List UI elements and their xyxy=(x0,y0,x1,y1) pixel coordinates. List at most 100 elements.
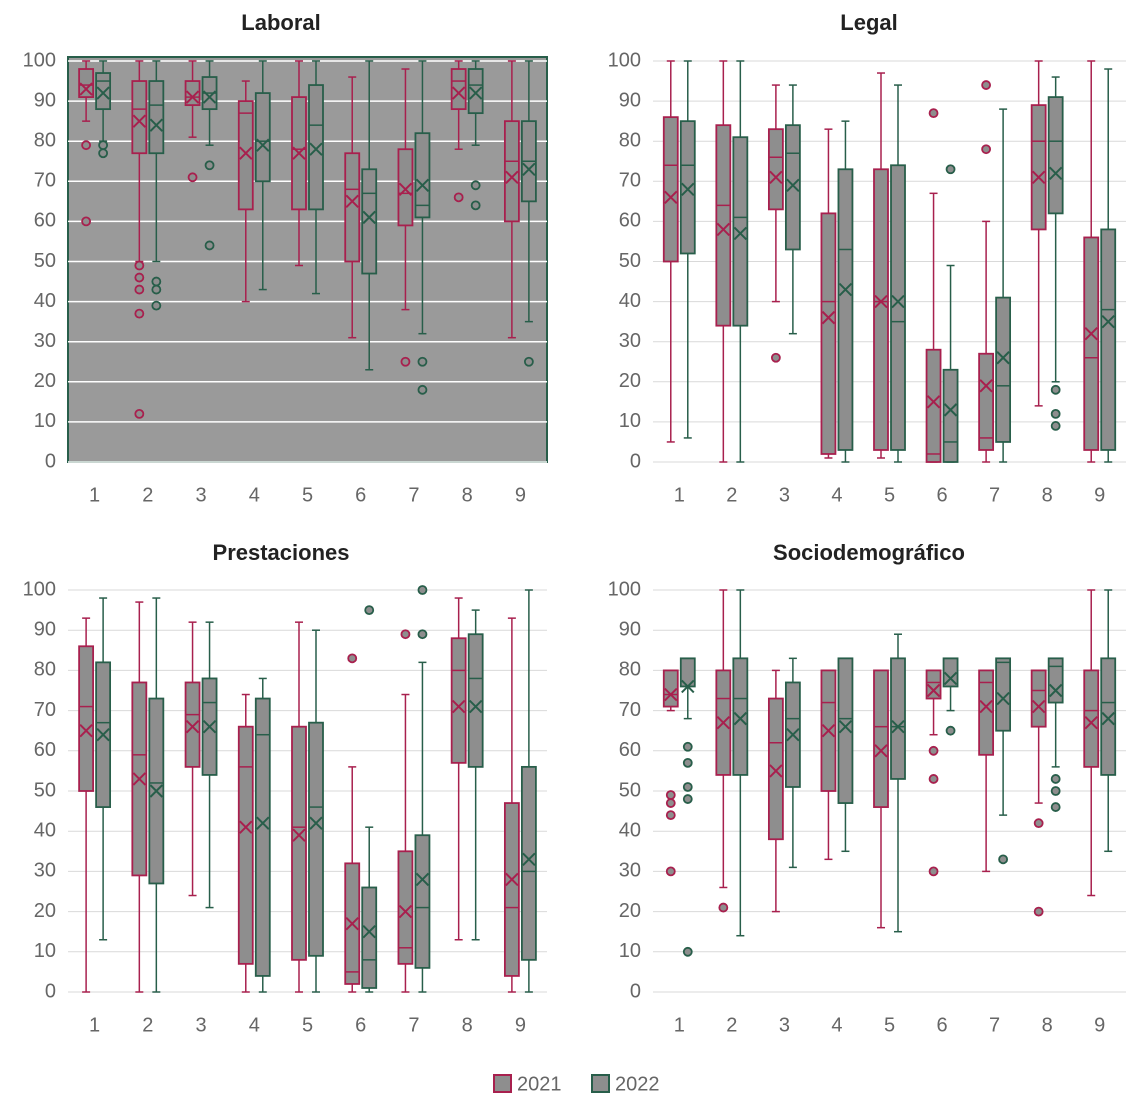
y-tick-label: 0 xyxy=(630,450,641,472)
box-iqr xyxy=(237,725,254,965)
mean-marker xyxy=(1031,699,1046,714)
box-2022-1 xyxy=(95,60,112,159)
y-tick-label: 70 xyxy=(619,699,641,721)
mean-marker xyxy=(1048,683,1063,698)
mean-marker xyxy=(505,872,519,887)
x-tick-label: 6 xyxy=(936,1014,947,1036)
box-2021-9 xyxy=(503,617,520,993)
mean-marker xyxy=(664,190,678,205)
x-tick-label: 1 xyxy=(89,1014,100,1036)
x-tick-label: 7 xyxy=(989,1014,1000,1036)
y-tick-label: 10 xyxy=(34,410,56,432)
mean-marker xyxy=(345,194,359,209)
box-iqr xyxy=(78,68,95,98)
mean-marker xyxy=(256,138,270,152)
box-2022-3 xyxy=(201,621,218,909)
box-2021-4 xyxy=(820,669,837,861)
box-2021-4 xyxy=(237,80,254,303)
y-tick-label: 80 xyxy=(619,659,641,681)
box-2022-9 xyxy=(520,60,537,367)
outlier-point xyxy=(928,745,939,756)
mean-marker xyxy=(838,282,853,297)
outlier-point xyxy=(665,790,676,800)
box-iqr xyxy=(148,80,165,155)
y-tick-label: 10 xyxy=(34,940,56,962)
mean-marker xyxy=(292,146,306,160)
mean-marker xyxy=(451,699,466,714)
outlier-point xyxy=(151,300,162,311)
box-iqr xyxy=(414,132,431,219)
y-tick-label: 10 xyxy=(619,410,641,432)
panel-1: Laboral 0 10 20 30 40 50 60 70 80 90 100 1 2 3 4 5 6 7 8 9 xyxy=(23,10,548,506)
box-iqr xyxy=(784,124,801,251)
x-tick-label: 7 xyxy=(408,484,419,506)
x-tick-label: 2 xyxy=(726,484,737,506)
mean-marker xyxy=(821,723,836,738)
box-2021-3 xyxy=(184,621,201,897)
mean-marker xyxy=(202,719,217,734)
x-tick-label: 9 xyxy=(1094,484,1105,506)
outlier-point xyxy=(928,866,939,877)
box-2021-2 xyxy=(715,589,732,913)
panel-title: Legal xyxy=(840,10,897,35)
box-iqr xyxy=(520,765,537,961)
outlier-point xyxy=(682,782,693,792)
mean-marker xyxy=(926,395,941,409)
box-2021-2 xyxy=(715,60,732,463)
outlier-point xyxy=(928,108,939,119)
outlier-point xyxy=(1033,906,1044,917)
x-tick-label: 8 xyxy=(462,484,473,506)
x-tick-label: 9 xyxy=(515,484,526,506)
mean-marker xyxy=(786,728,800,742)
box-2021-9 xyxy=(1083,589,1100,897)
box-iqr xyxy=(397,850,414,965)
box-2022-9 xyxy=(1100,68,1117,463)
x-tick-label: 4 xyxy=(831,1014,842,1036)
y-tick-label: 30 xyxy=(619,860,641,882)
y-tick-label: 80 xyxy=(34,659,56,681)
box-iqr xyxy=(254,697,271,977)
box-iqr xyxy=(467,68,484,115)
y-tick-label: 80 xyxy=(619,129,641,151)
mean-marker xyxy=(185,719,200,734)
box-iqr xyxy=(503,120,520,223)
mean-marker xyxy=(149,784,164,798)
mean-marker xyxy=(292,828,306,842)
mean-marker xyxy=(1084,326,1098,341)
y-tick-label: 40 xyxy=(619,819,641,841)
panel-2: Legal 0 10 20 30 40 50 60 70 80 90 100 1 2 3 4 5 6 7 8 9 xyxy=(608,10,1126,506)
mean-marker xyxy=(1101,711,1115,726)
mean-marker xyxy=(415,178,430,193)
mean-marker xyxy=(979,379,993,393)
y-tick-label: 20 xyxy=(34,370,56,392)
box-2021-1 xyxy=(662,60,679,443)
outlier-point xyxy=(417,585,428,595)
box-iqr xyxy=(820,212,837,455)
box-2022-8 xyxy=(1047,76,1064,431)
box-iqr xyxy=(503,802,520,977)
legend-label-2021: 2021 xyxy=(517,1073,562,1095)
mean-marker xyxy=(943,403,958,417)
box-iqr xyxy=(361,886,378,989)
mean-marker xyxy=(132,114,147,128)
box-2021-4 xyxy=(237,693,254,993)
y-tick-label: 20 xyxy=(619,900,641,922)
x-tick-label: 5 xyxy=(302,484,313,506)
mean-marker xyxy=(309,816,323,830)
x-tick-label: 3 xyxy=(779,1014,790,1036)
mean-marker xyxy=(821,310,836,325)
outlier-point xyxy=(1050,384,1061,395)
box-2021-9 xyxy=(503,60,520,339)
box-2022-2 xyxy=(732,589,749,937)
box-2022-4 xyxy=(837,657,854,853)
mean-marker xyxy=(664,687,678,702)
box-2021-2 xyxy=(131,601,148,993)
box-iqr xyxy=(925,669,942,700)
box-iqr xyxy=(715,124,732,327)
box-2021-4 xyxy=(820,128,837,459)
box-2021-3 xyxy=(184,60,201,183)
mean-marker xyxy=(239,146,253,160)
outlier-point xyxy=(1050,408,1061,419)
